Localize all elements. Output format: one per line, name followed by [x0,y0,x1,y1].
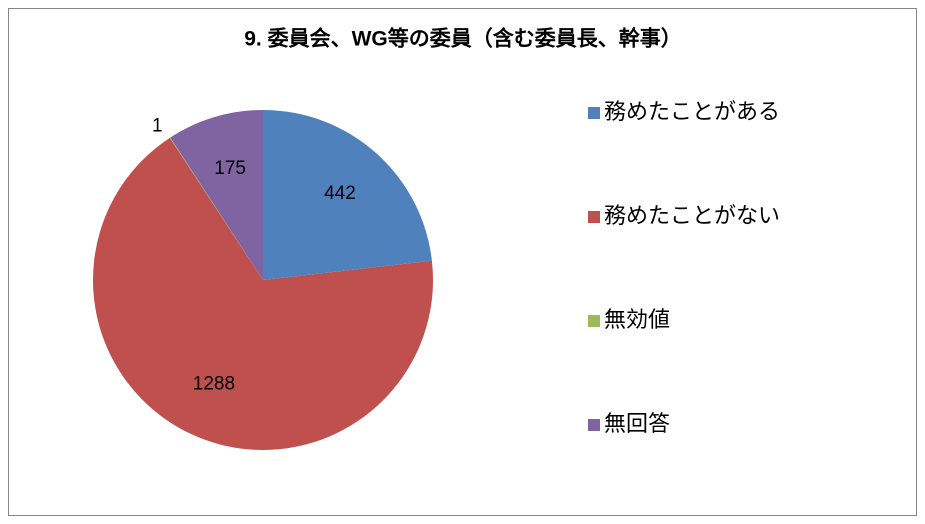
legend-swatch [588,315,600,327]
legend-swatch [588,211,600,223]
legend-label: 務めたことがない [604,203,780,228]
pie-slice [170,110,263,280]
legend-label: 無効値 [604,307,670,332]
legend-swatch [588,419,600,431]
legend-label: 無回答 [604,411,670,436]
data-label: 1288 [193,374,235,395]
data-label: 442 [324,183,356,204]
chart-title: 9. 委員会、WG等の委員（含む委員長、幹事） [244,27,682,51]
pie-slice [92,137,434,451]
pie-slice [169,137,263,280]
pie-slice [263,110,432,280]
legend-label: 務めたことがある [604,99,780,124]
legend-swatch [588,107,600,119]
data-label: 175 [214,158,246,179]
data-label: 1 [152,115,163,136]
